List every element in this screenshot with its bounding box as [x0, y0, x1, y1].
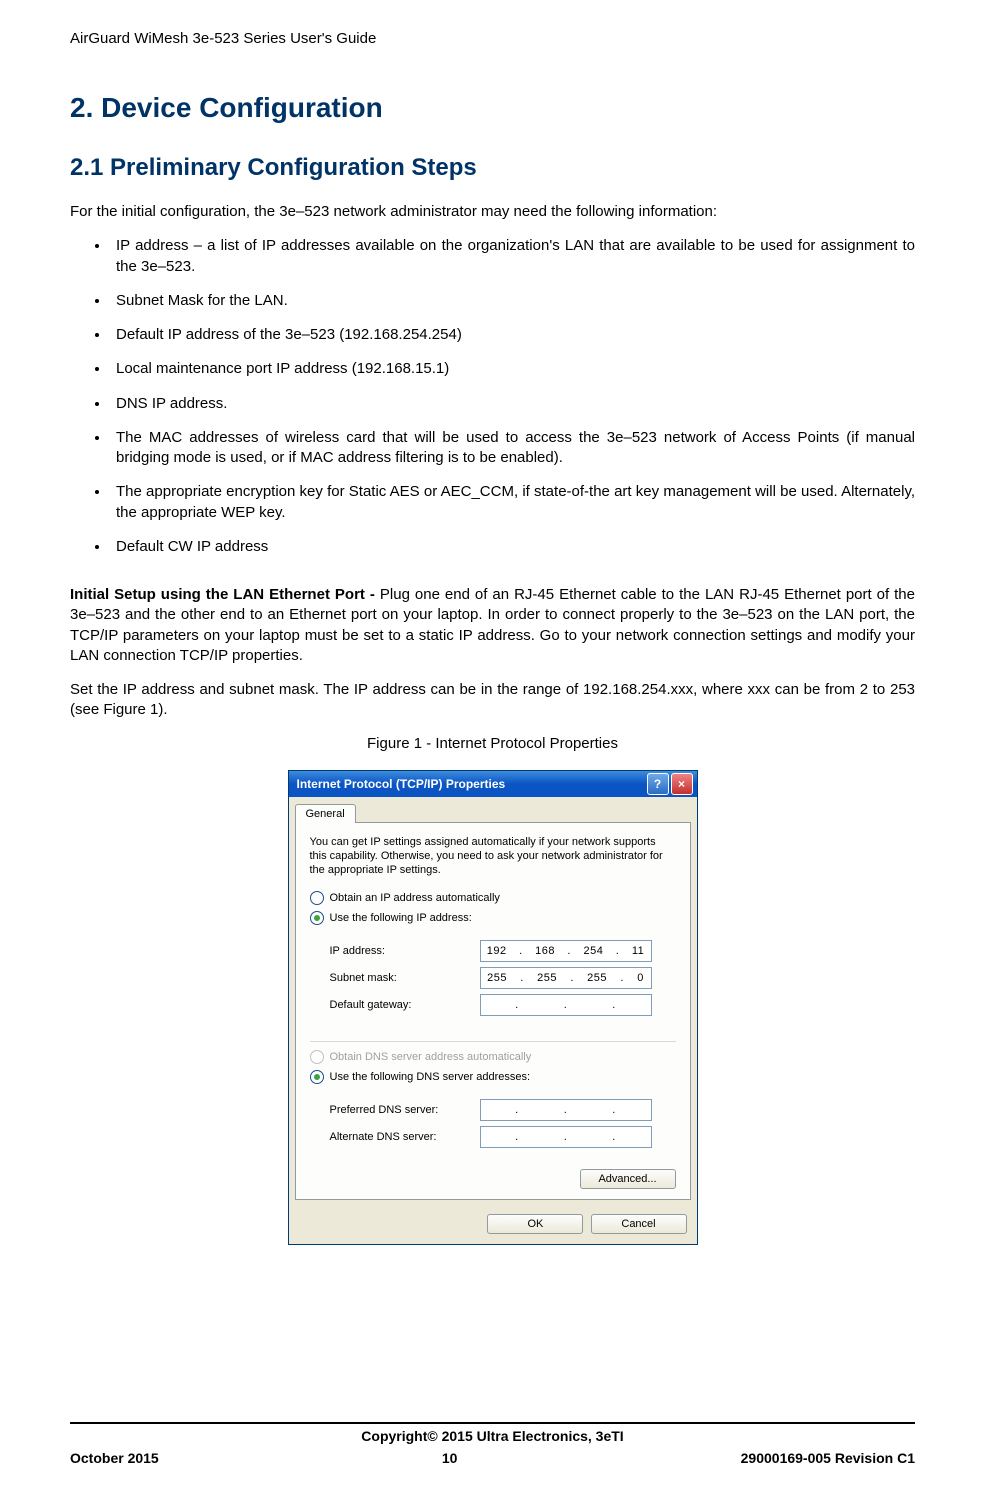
radio-label: Obtain DNS server address automatically — [330, 1051, 532, 1063]
radio-use-dns[interactable]: Use the following DNS server addresses: — [310, 1070, 676, 1084]
paragraph-setup: Initial Setup using the LAN Ethernet Por… — [70, 585, 915, 666]
help-icon[interactable]: ? — [647, 773, 669, 795]
paragraph-setup-bold: Initial Setup using the LAN Ethernet Por… — [70, 586, 380, 603]
ip-fields: IP address: 192. 168. 254. 11 Subnet mas… — [310, 931, 676, 1031]
running-header: AirGuard WiMesh 3e-523 Series User's Gui… — [70, 30, 915, 47]
figure-caption: Figure 1 - Internet Protocol Properties — [70, 735, 915, 752]
dialog-titlebar: Internet Protocol (TCP/IP) Properties ? … — [289, 771, 697, 797]
page-footer: Copyright© 2015 Ultra Electronics, 3eTI … — [70, 1422, 915, 1466]
separator — [310, 1041, 676, 1042]
input-subnet-mask[interactable]: 255. 255. 255. 0 — [480, 967, 652, 989]
advanced-button[interactable]: Advanced... — [580, 1169, 676, 1189]
ok-button[interactable]: OK — [487, 1214, 583, 1234]
radio-icon — [310, 1050, 324, 1064]
radio-icon — [310, 911, 324, 925]
close-icon[interactable]: × — [671, 773, 693, 795]
footer-right: 29000169-005 Revision C1 — [741, 1450, 915, 1466]
radio-label: Use the following IP address: — [330, 912, 472, 924]
radio-use-ip[interactable]: Use the following IP address: — [310, 911, 676, 925]
dns-fields: Preferred DNS server: . . . Alternate DN… — [310, 1090, 676, 1163]
footer-rule — [70, 1422, 915, 1424]
label-default-gateway: Default gateway: — [330, 999, 480, 1011]
footer-left: October 2015 — [70, 1450, 159, 1466]
dialog-title: Internet Protocol (TCP/IP) Properties — [297, 777, 506, 791]
label-preferred-dns: Preferred DNS server: — [330, 1104, 480, 1116]
heading-1: 2. Device Configuration — [70, 92, 915, 124]
footer-copyright: Copyright© 2015 Ultra Electronics, 3eTI — [70, 1428, 915, 1444]
tab-strip: General — [289, 797, 697, 822]
bullet-list: IP address – a list of IP addresses avai… — [70, 236, 915, 557]
paragraph-ip-range: Set the IP address and subnet mask. The … — [70, 680, 915, 721]
heading-2: 2.1 Preliminary Configuration Steps — [70, 154, 915, 182]
input-default-gateway[interactable]: . . . — [480, 994, 652, 1016]
input-alternate-dns[interactable]: . . . — [480, 1126, 652, 1148]
intro-paragraph: For the initial configuration, the 3e–52… — [70, 202, 915, 222]
cancel-button[interactable]: Cancel — [591, 1214, 687, 1234]
radio-obtain-dns: Obtain DNS server address automatically — [310, 1050, 676, 1064]
dialog-footer: OK Cancel — [289, 1206, 697, 1244]
bullet-item: The MAC addresses of wireless card that … — [110, 428, 915, 469]
label-alternate-dns: Alternate DNS server: — [330, 1131, 480, 1143]
bullet-item: Subnet Mask for the LAN. — [110, 291, 915, 311]
radio-label: Obtain an IP address automatically — [330, 892, 500, 904]
radio-label: Use the following DNS server addresses: — [330, 1071, 531, 1083]
page: AirGuard WiMesh 3e-523 Series User's Gui… — [0, 0, 985, 1488]
bullet-item: Default CW IP address — [110, 537, 915, 557]
bullet-item: Local maintenance port IP address (192.1… — [110, 359, 915, 379]
radio-icon — [310, 1070, 324, 1084]
footer-page-number: 10 — [442, 1450, 458, 1466]
input-ip-address[interactable]: 192. 168. 254. 11 — [480, 940, 652, 962]
bullet-item: DNS IP address. — [110, 394, 915, 414]
dialog-description: You can get IP settings assigned automat… — [310, 835, 676, 878]
radio-obtain-ip[interactable]: Obtain an IP address automatically — [310, 891, 676, 905]
label-subnet-mask: Subnet mask: — [330, 972, 480, 984]
tcpip-dialog: Internet Protocol (TCP/IP) Properties ? … — [288, 770, 698, 1246]
bullet-item: Default IP address of the 3e–523 (192.16… — [110, 325, 915, 345]
bullet-item: IP address – a list of IP addresses avai… — [110, 236, 915, 277]
dialog-figure: Internet Protocol (TCP/IP) Properties ? … — [288, 770, 698, 1246]
tab-general[interactable]: General — [295, 804, 356, 823]
bullet-item: The appropriate encryption key for Stati… — [110, 482, 915, 523]
label-ip-address: IP address: — [330, 945, 480, 957]
input-preferred-dns[interactable]: . . . — [480, 1099, 652, 1121]
radio-icon — [310, 891, 324, 905]
dialog-body: You can get IP settings assigned automat… — [295, 822, 691, 1201]
